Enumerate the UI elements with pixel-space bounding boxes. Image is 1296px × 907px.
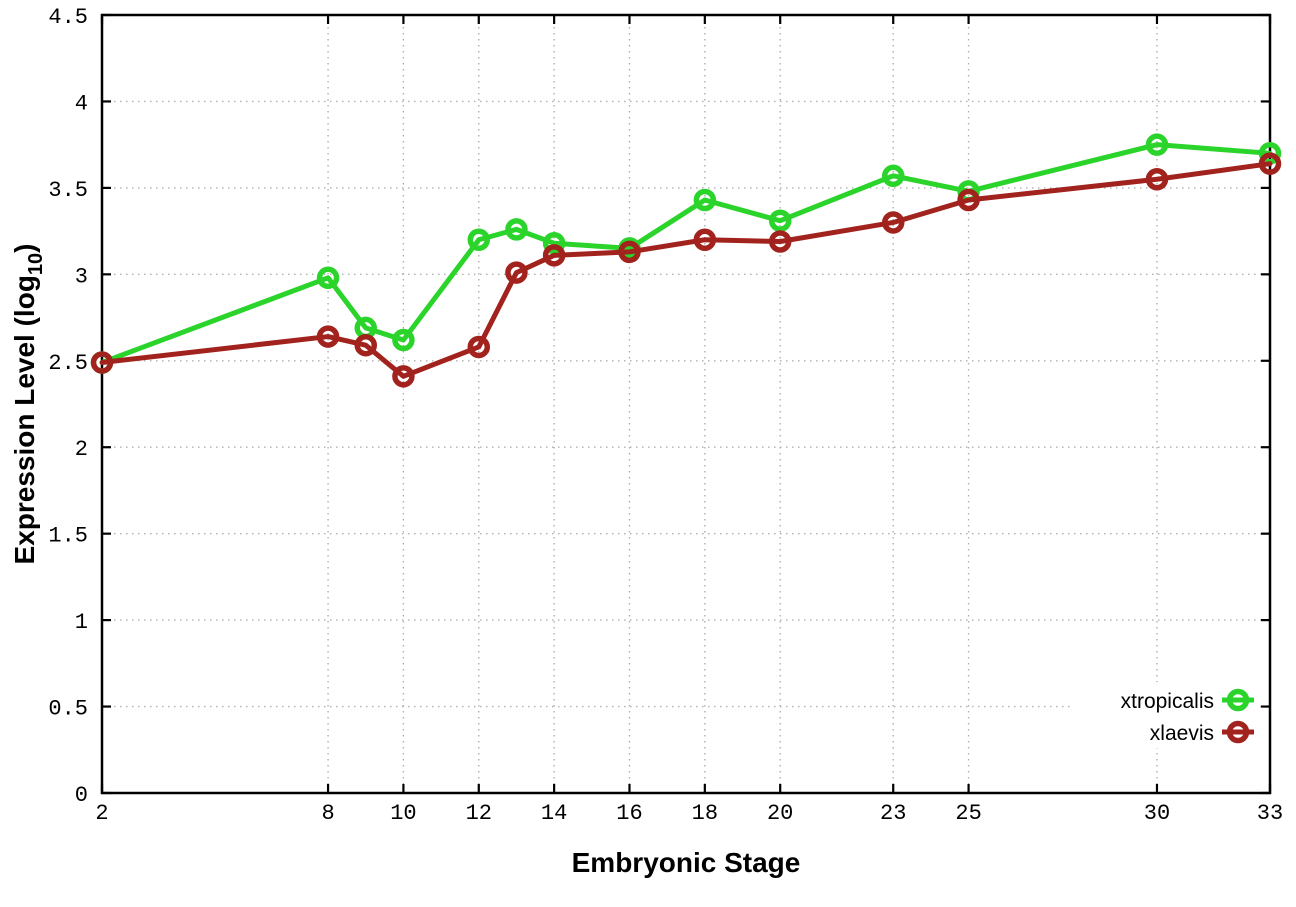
y-tick-label: 3.5	[48, 178, 88, 203]
data-point-xlaevis-stage-14	[542, 244, 566, 267]
data-point-xlaevis-stage-16	[618, 240, 641, 264]
data-point-xlaevis-stage-30	[1145, 167, 1169, 191]
x-tick-label: 18	[692, 801, 718, 826]
x-tick-label: 10	[390, 801, 416, 826]
data-point-xlaevis-stage-12	[467, 335, 491, 359]
x-tick-label: 20	[767, 801, 793, 826]
y-tick-label: 0	[75, 783, 88, 808]
legend-marker-xtropicalis	[1226, 688, 1250, 712]
data-point-xtropicalis-stage-8	[316, 266, 340, 290]
x-tick-label: 12	[466, 801, 492, 826]
data-point-xtropicalis-stage-18	[693, 188, 717, 212]
data-point-xlaevis-stage-2	[90, 351, 114, 374]
series-line-xtropicalis	[99, 142, 1273, 366]
x-tick-label: 8	[321, 801, 334, 826]
data-point-xlaevis-stage-20	[768, 230, 792, 253]
data-point-xlaevis-stage-23	[881, 211, 905, 234]
data-point-xlaevis-stage-18	[693, 228, 717, 252]
data-point-xtropicalis-stage-20	[768, 209, 792, 232]
x-tick-label: 30	[1144, 801, 1170, 826]
plot-border	[100, 13, 1272, 795]
legend-label-xtropicalis: xtropicalis	[1121, 690, 1214, 713]
x-tick-label: 2	[95, 801, 108, 826]
x-tick-label: 23	[880, 801, 906, 826]
y-tick-label: 3	[75, 264, 88, 289]
data-point-xtropicalis-stage-14	[542, 231, 566, 255]
data-point-xtropicalis-stage-30	[1145, 133, 1169, 156]
data-point-xlaevis-stage-9	[354, 333, 377, 357]
x-tick-label: 14	[541, 801, 567, 826]
y-tick-label: 4	[75, 91, 88, 116]
y-tick-label: 1	[75, 610, 88, 635]
data-point-xlaevis-stage-25	[957, 188, 980, 212]
data-point-xlaevis-stage-10	[392, 365, 415, 388]
y-tick-label: 2	[75, 437, 88, 462]
x-tick-label: 33	[1257, 801, 1283, 826]
data-point-xlaevis-stage-33	[1258, 152, 1282, 175]
data-point-xtropicalis-stage-10	[392, 328, 415, 352]
x-axis-title: Embryonic Stage	[572, 847, 801, 878]
legend-background	[1072, 682, 1256, 748]
data-point-xtropicalis-stage-12	[467, 228, 491, 252]
data-point-xtropicalis-stage-13	[505, 218, 528, 241]
data-point-xlaevis-stage-13	[505, 261, 528, 284]
y-axis-title: Expression Level (log10)	[9, 244, 47, 565]
data-point-xtropicalis-stage-23	[881, 164, 905, 188]
legend-label-xlaevis: xlaevis	[1150, 722, 1214, 745]
legend-marker-xlaevis	[1226, 720, 1250, 744]
x-tick-label: 16	[616, 801, 642, 826]
y-tick-label: 0.5	[48, 697, 88, 722]
y-tick-label: 2.5	[48, 351, 88, 376]
x-tick-label: 25	[955, 801, 981, 826]
data-point-xlaevis-stage-8	[316, 325, 340, 348]
series-line-xlaevis	[99, 161, 1273, 379]
y-tick-label: 1.5	[48, 524, 88, 549]
y-tick-label: 4.5	[48, 5, 88, 30]
